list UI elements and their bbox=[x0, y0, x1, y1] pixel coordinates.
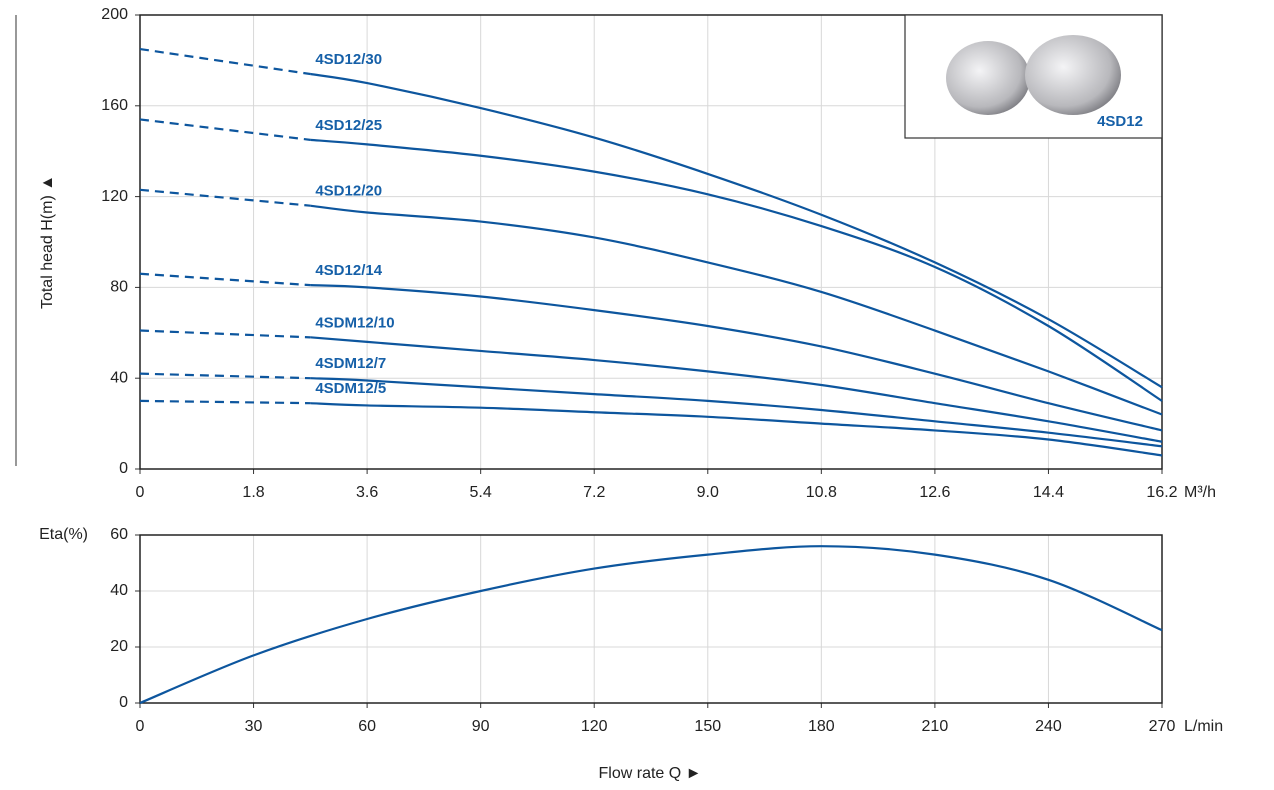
plot-border bbox=[139, 14, 1163, 470]
series-line-dashed bbox=[139, 118, 311, 141]
y-tick-label: 60 bbox=[110, 526, 128, 543]
x-tick-label: 0 bbox=[136, 718, 145, 735]
y-axis-title: Eta(%) bbox=[39, 526, 88, 543]
x-tick-label: 5.4 bbox=[470, 484, 492, 501]
y-tick-label: 80 bbox=[110, 279, 128, 296]
series-line-dashed bbox=[139, 329, 311, 339]
x-tick-label: 9.0 bbox=[697, 484, 719, 501]
series-line bbox=[139, 545, 1163, 705]
series-line-dashed bbox=[139, 399, 311, 405]
series-label: 4SD12/20 bbox=[315, 183, 382, 200]
series-label: 4SDM12/5 bbox=[315, 380, 386, 397]
y-tick-label: 0 bbox=[119, 694, 128, 711]
series-line bbox=[310, 336, 1163, 443]
series-line bbox=[310, 204, 1163, 416]
pump-image bbox=[946, 41, 1030, 115]
series-label: 4SD12/25 bbox=[315, 117, 382, 134]
x-tick-label: 1.8 bbox=[242, 484, 264, 501]
x-tick-label: 12.6 bbox=[919, 484, 950, 501]
y-tick-label: 120 bbox=[101, 188, 128, 205]
pump-image bbox=[1025, 35, 1121, 115]
plot-frame bbox=[140, 535, 1162, 703]
inset-label: 4SD12 bbox=[1097, 113, 1143, 130]
y-tick-label: 40 bbox=[110, 369, 128, 386]
x-tick-label: 0 bbox=[136, 484, 145, 501]
series-label: 4SDM12/7 bbox=[315, 355, 386, 372]
x-tick-label: 180 bbox=[808, 718, 835, 735]
y-tick-label: 20 bbox=[110, 638, 128, 655]
series-line-dashed bbox=[139, 188, 311, 207]
series-line bbox=[310, 72, 1163, 389]
inset: 4SD12 bbox=[904, 14, 1163, 139]
x-tick-label: 270 bbox=[1149, 718, 1176, 735]
x-unit: L/min bbox=[1184, 718, 1223, 735]
y-tick-label: 40 bbox=[110, 582, 128, 599]
y-tick-label: 200 bbox=[101, 6, 128, 23]
x-tick-label: 210 bbox=[922, 718, 949, 735]
series-line-dashed bbox=[139, 47, 311, 76]
x-tick-label: 90 bbox=[472, 718, 490, 735]
series-line bbox=[310, 284, 1163, 432]
x-tick-label: 60 bbox=[358, 718, 376, 735]
y-tick-label: 0 bbox=[119, 460, 128, 477]
series-line-dashed bbox=[139, 372, 311, 380]
series-line bbox=[310, 402, 1163, 457]
y-tick-label: 160 bbox=[101, 97, 128, 114]
x-tick-label: 7.2 bbox=[583, 484, 605, 501]
series-line bbox=[310, 138, 1163, 402]
series-label: 4SD12/14 bbox=[315, 262, 382, 279]
x-tick-label: 16.2 bbox=[1146, 484, 1177, 501]
x-tick-label: 14.4 bbox=[1033, 484, 1064, 501]
x-axis-title: Flow rate Q ► bbox=[599, 765, 702, 782]
x-tick-label: 240 bbox=[1035, 718, 1062, 735]
x-unit: M³/h bbox=[1184, 484, 1216, 501]
series-label: 4SDM12/10 bbox=[315, 314, 394, 331]
y-axis-title: Total head H(m) ▲ bbox=[39, 175, 56, 309]
series-line bbox=[310, 377, 1163, 448]
x-tick-label: 30 bbox=[245, 718, 263, 735]
x-tick-label: 3.6 bbox=[356, 484, 378, 501]
x-tick-label: 120 bbox=[581, 718, 608, 735]
series-line-dashed bbox=[139, 272, 311, 287]
series-label: 4SD12/30 bbox=[315, 51, 382, 68]
plot-border bbox=[139, 534, 1163, 704]
x-tick-label: 10.8 bbox=[806, 484, 837, 501]
x-tick-label: 150 bbox=[694, 718, 721, 735]
